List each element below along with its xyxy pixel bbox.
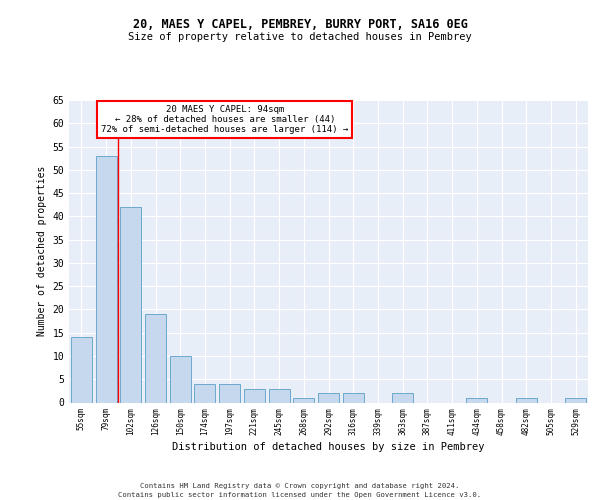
Bar [71, 338, 92, 402]
Bar [95, 156, 116, 402]
Bar [170, 356, 191, 403]
Text: 20 MAES Y CAPEL: 94sqm
← 28% of detached houses are smaller (44)
72% of semi-det: 20 MAES Y CAPEL: 94sqm ← 28% of detached… [101, 104, 349, 134]
Bar [392, 393, 413, 402]
Bar [565, 398, 586, 402]
Bar [269, 388, 290, 402]
X-axis label: Distribution of detached houses by size in Pembrey: Distribution of detached houses by size … [172, 442, 485, 452]
Bar [194, 384, 215, 402]
Text: 20, MAES Y CAPEL, PEMBREY, BURRY PORT, SA16 0EG: 20, MAES Y CAPEL, PEMBREY, BURRY PORT, S… [133, 18, 467, 32]
Text: Size of property relative to detached houses in Pembrey: Size of property relative to detached ho… [128, 32, 472, 42]
Bar [293, 398, 314, 402]
Bar [219, 384, 240, 402]
Bar [466, 398, 487, 402]
Bar [318, 393, 339, 402]
Bar [516, 398, 537, 402]
Bar [120, 207, 141, 402]
Bar [343, 393, 364, 402]
Bar [244, 388, 265, 402]
Text: Contains HM Land Registry data © Crown copyright and database right 2024.
Contai: Contains HM Land Registry data © Crown c… [118, 483, 482, 498]
Y-axis label: Number of detached properties: Number of detached properties [37, 166, 47, 336]
Bar [145, 314, 166, 402]
